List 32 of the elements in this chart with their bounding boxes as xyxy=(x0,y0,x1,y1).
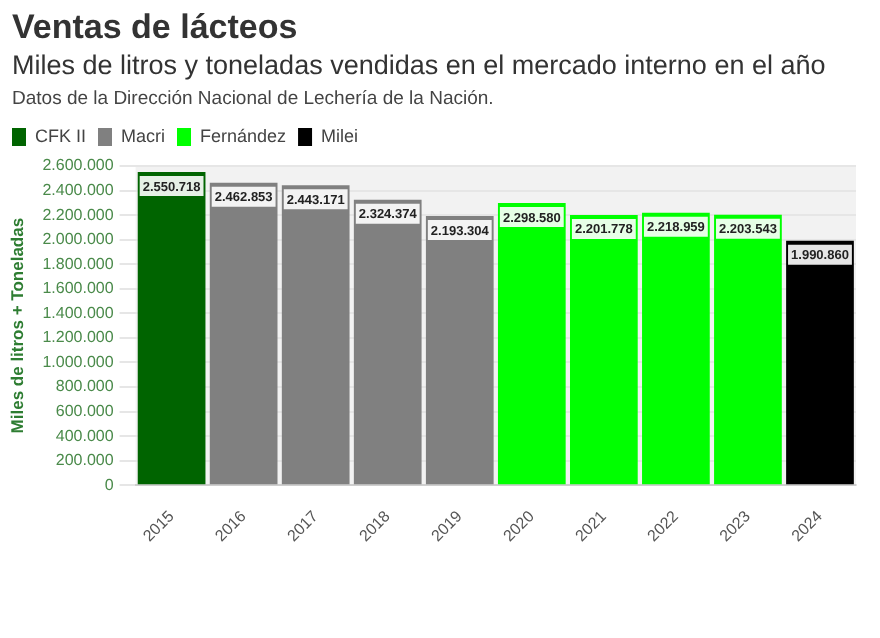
bar xyxy=(281,185,350,485)
y-tick-label: 600.000 xyxy=(55,401,115,420)
bar xyxy=(786,240,854,485)
legend-label: Macri xyxy=(121,125,165,146)
text: Datos de la Dirección Nacional de Lechería de la Nación. xyxy=(12,88,494,110)
legend-label: CFK II xyxy=(35,125,87,146)
bar xyxy=(137,172,206,485)
y-tick-label: 2.600.000 xyxy=(42,156,115,175)
y-tick-label: 2.400.000 xyxy=(42,180,115,199)
y-tick-label: 1.800.000 xyxy=(42,254,115,273)
y-tick-label: 1.600.000 xyxy=(42,279,115,298)
bar xyxy=(209,182,278,485)
y-tick-label: 2.200.000 xyxy=(42,205,115,224)
bar xyxy=(642,212,710,485)
legend-label: Fernández xyxy=(200,125,288,146)
y-tick-label: 200.000 xyxy=(55,451,115,470)
bar xyxy=(497,203,566,485)
y-tick-label: 0 xyxy=(104,475,115,494)
bar xyxy=(569,214,638,485)
y-tick-label: 1.400.000 xyxy=(42,303,115,322)
chart-title: Ventas de lácteos xyxy=(12,8,298,48)
bar xyxy=(425,215,494,485)
legend-label: Milei xyxy=(321,125,359,146)
y-tick-label: 1.200.000 xyxy=(42,328,115,347)
y-tick-label: 2.000.000 xyxy=(42,230,115,249)
y-tick-label: 400.000 xyxy=(55,426,115,445)
y-tick-label: 800.000 xyxy=(55,377,115,396)
chart-subtitle: Miles de litros y toneladas vendidas en el mercado interno en el año xyxy=(12,50,826,80)
y-axis-title: Miles de litros + Toneladas xyxy=(6,217,27,434)
y-tick-label: 1.000.000 xyxy=(42,352,115,371)
bar xyxy=(714,214,782,485)
bar xyxy=(353,199,422,485)
